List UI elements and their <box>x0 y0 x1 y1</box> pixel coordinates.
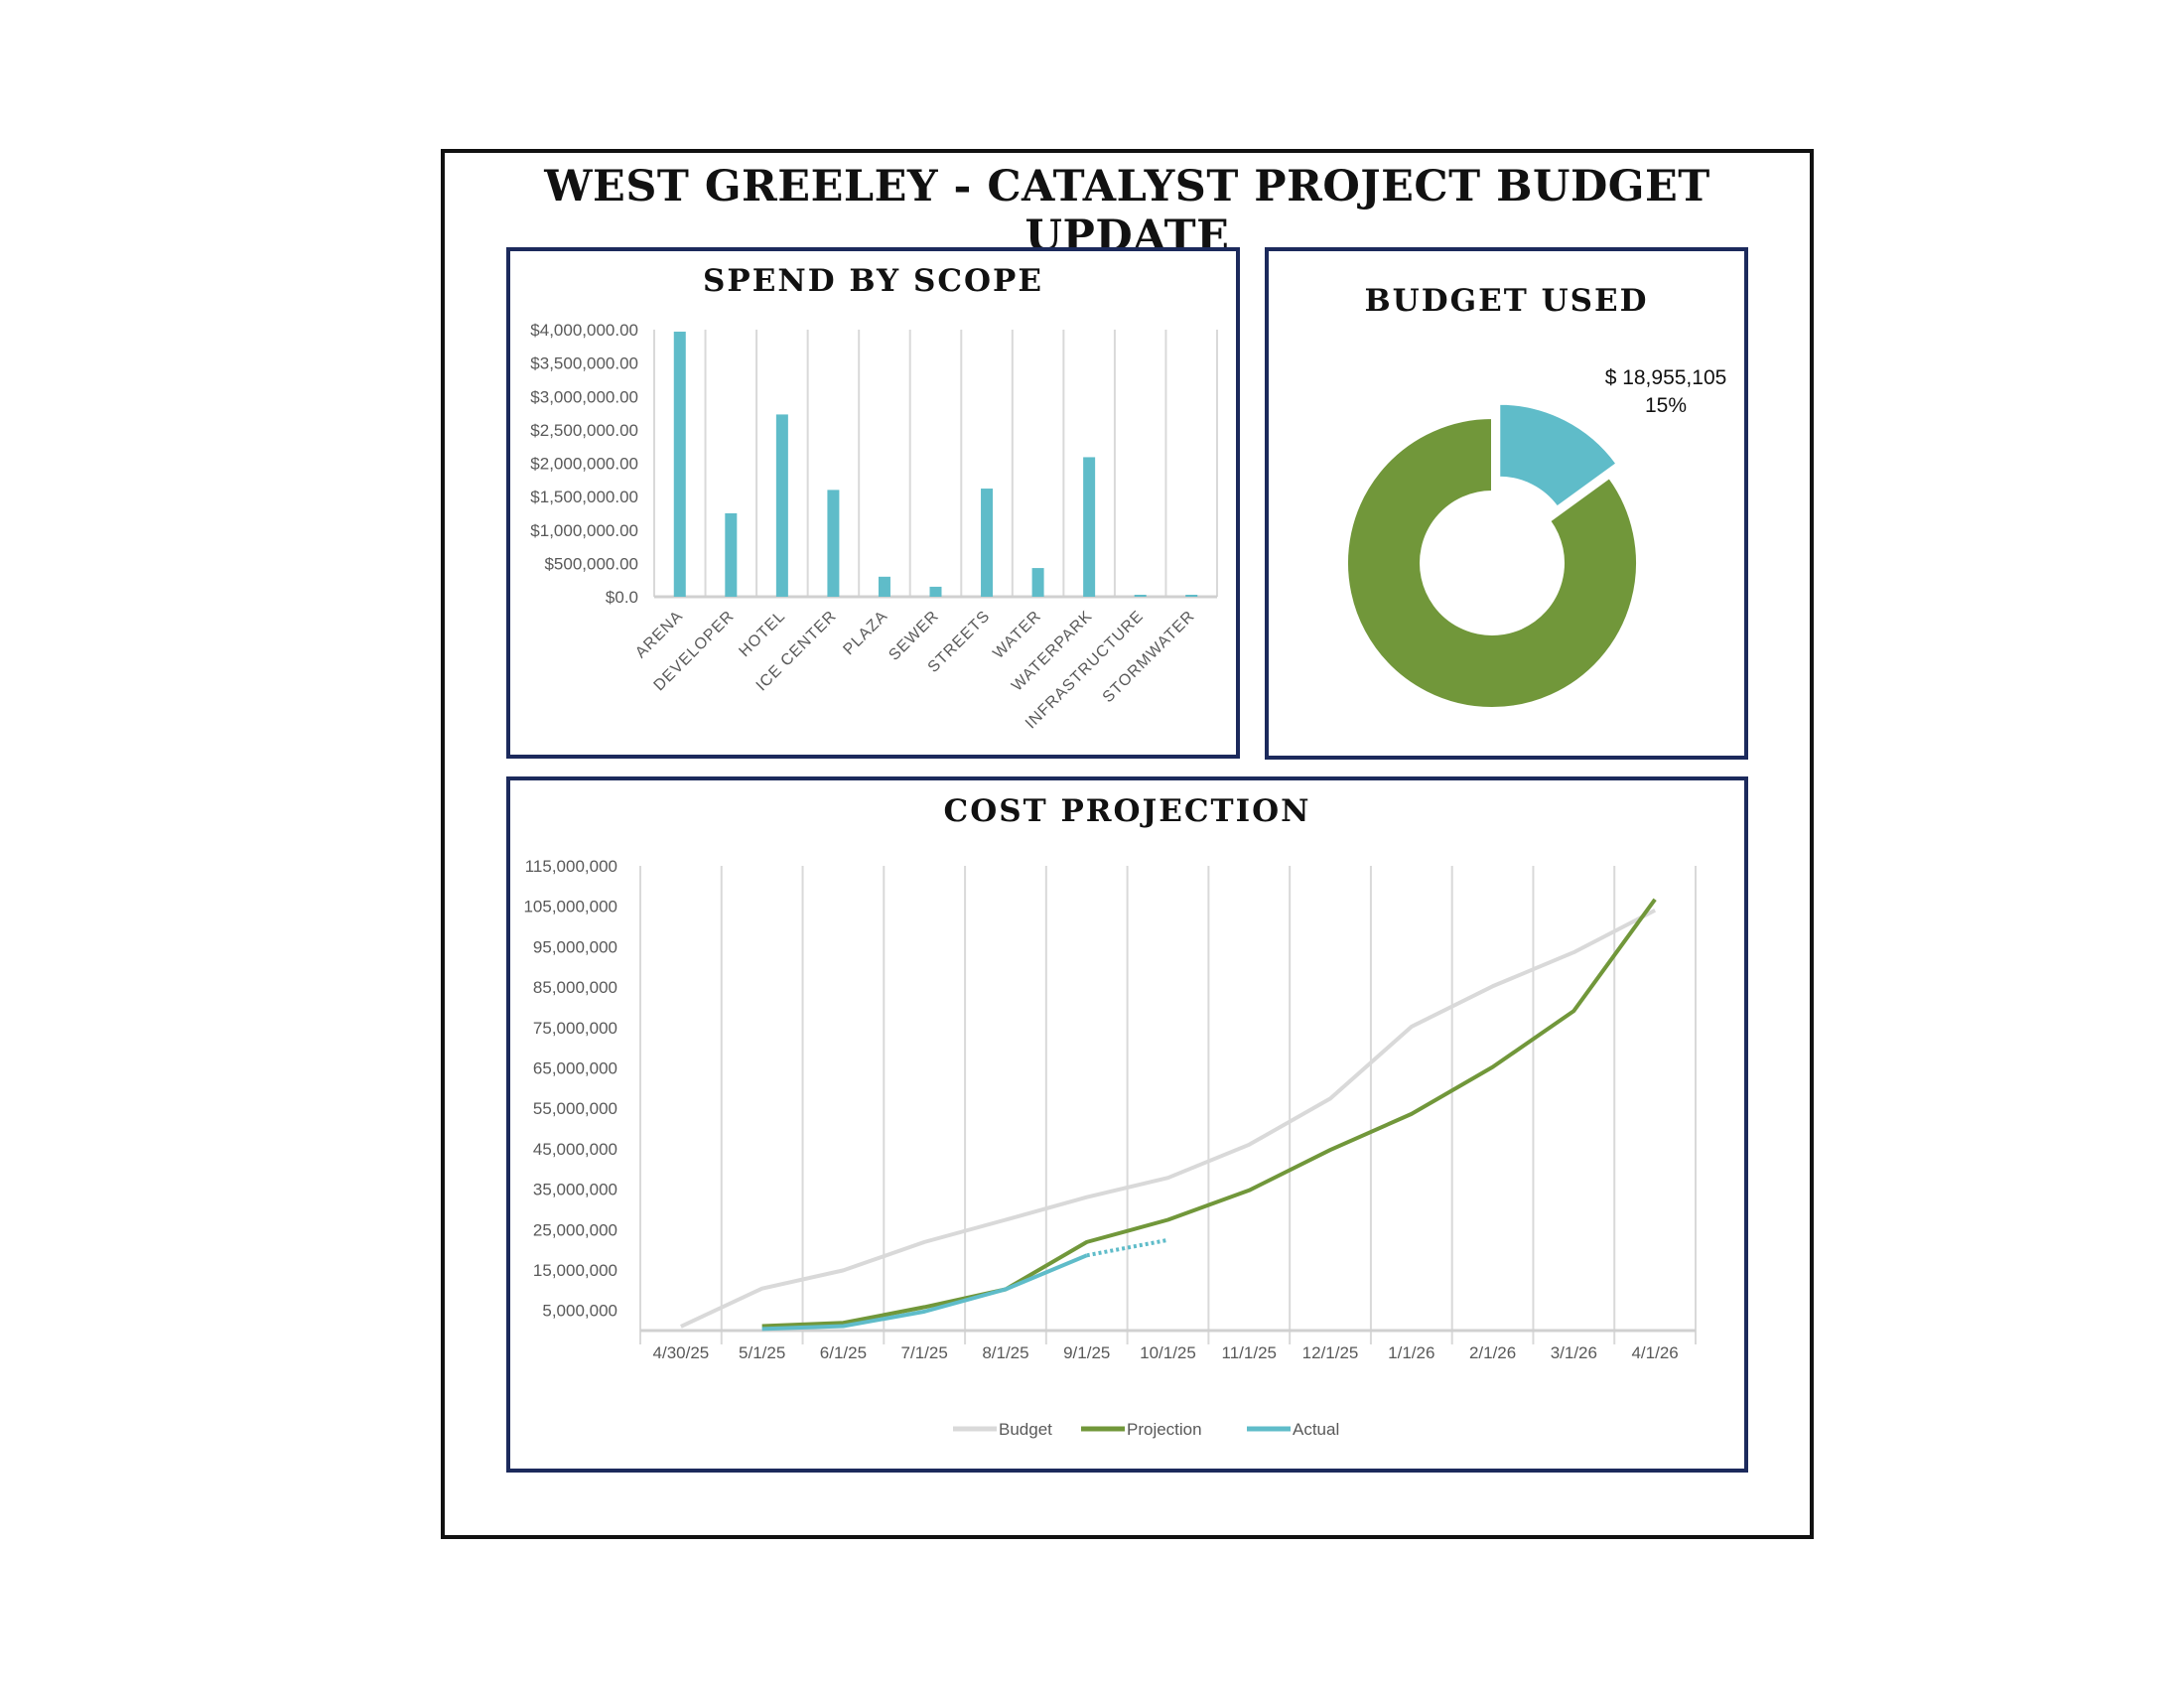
y-tick-label: $0.0 <box>606 588 638 607</box>
budget-used-panel <box>1265 247 1748 760</box>
donut-slice-remaining <box>1346 416 1638 709</box>
cost-projection-panel <box>506 776 1748 1473</box>
y-tick-label: 45,000,000 <box>533 1140 617 1159</box>
bar-hotel <box>775 414 788 597</box>
bar-waterpark <box>1083 457 1096 597</box>
donut-amount-label: $ 18,955,105 <box>1605 366 1727 389</box>
bar-developer <box>725 512 738 597</box>
y-tick-label: 15,000,000 <box>533 1261 617 1280</box>
y-tick-label: 35,000,000 <box>533 1181 617 1199</box>
legend-label-actual: Actual <box>1293 1420 1339 1439</box>
x-tick-label: 4/1/26 <box>1631 1343 1678 1362</box>
y-tick-label: 55,000,000 <box>533 1099 617 1118</box>
y-tick-label: 105,000,000 <box>523 898 617 916</box>
y-tick-label: $2,500,000.00 <box>530 421 638 440</box>
x-tick-label: 2/1/26 <box>1469 1343 1516 1362</box>
y-tick-label: 25,000,000 <box>533 1220 617 1239</box>
series-line-budget <box>680 908 1657 1329</box>
series-line-actual <box>761 1253 1088 1332</box>
x-tick-label: 4/30/25 <box>653 1343 710 1362</box>
bar-plaza <box>878 576 890 597</box>
bar-streets <box>981 489 994 597</box>
y-tick-label: 115,000,000 <box>525 857 617 876</box>
x-tick-label: 5/1/25 <box>739 1343 785 1362</box>
x-tick-label: 1/1/26 <box>1388 1343 1434 1362</box>
x-tick-label: STORMWATER <box>1100 608 1198 706</box>
y-tick-label: $4,000,000.00 <box>530 321 638 340</box>
bar-stormwater <box>1185 594 1198 597</box>
x-tick-label: 12/1/25 <box>1302 1343 1359 1362</box>
donut-slice-used <box>1498 402 1618 508</box>
x-tick-label: PLAZA <box>840 608 890 658</box>
x-tick-label: 3/1/26 <box>1551 1343 1597 1362</box>
bar-water <box>1031 568 1044 597</box>
x-tick-label: 6/1/25 <box>820 1343 867 1362</box>
y-tick-label: $1,500,000.00 <box>530 488 638 506</box>
y-tick-label: $500,000.00 <box>544 554 638 573</box>
legend-label-projection: Projection <box>1127 1420 1202 1439</box>
x-tick-label: 10/1/25 <box>1140 1343 1196 1362</box>
x-tick-label: HOTEL <box>736 608 788 660</box>
y-tick-label: $2,000,000.00 <box>530 455 638 474</box>
cost-chart-title: COST PROJECTION <box>943 793 1311 829</box>
y-tick-label: 85,000,000 <box>533 978 617 997</box>
y-tick-label: 75,000,000 <box>533 1019 617 1038</box>
y-tick-label: 65,000,000 <box>533 1058 617 1077</box>
x-tick-label: 11/1/25 <box>1222 1343 1277 1362</box>
bar-arena <box>673 332 686 597</box>
y-tick-label: $3,500,000.00 <box>530 354 638 373</box>
bar-sewer <box>929 586 942 597</box>
x-tick-label: 8/1/25 <box>982 1343 1028 1362</box>
budget-chart-title: BUDGET USED <box>1364 283 1649 319</box>
y-tick-label: $3,000,000.00 <box>530 387 638 406</box>
spend-by-scope-panel <box>506 247 1240 759</box>
bar-ice-center <box>827 490 840 597</box>
spend-chart-title: SPEND BY SCOPE <box>703 263 1043 299</box>
donut-percent-label: 15% <box>1645 394 1687 417</box>
y-tick-label: $1,000,000.00 <box>530 521 638 540</box>
dashboard-frame <box>441 149 1814 1539</box>
bar-infrastructure <box>1134 594 1147 597</box>
y-tick-label: 5,000,000 <box>542 1302 617 1321</box>
series-line-projection <box>761 898 1657 1329</box>
x-tick-label: 9/1/25 <box>1063 1343 1110 1362</box>
y-tick-label: 95,000,000 <box>533 937 617 956</box>
page-title: WEST GREELEY - CATALYST PROJECT BUDGET U… <box>544 162 1710 261</box>
x-tick-label: 7/1/25 <box>901 1343 948 1362</box>
legend-label-budget: Budget <box>999 1420 1052 1439</box>
series-line-actual-forecast <box>1086 1237 1168 1258</box>
